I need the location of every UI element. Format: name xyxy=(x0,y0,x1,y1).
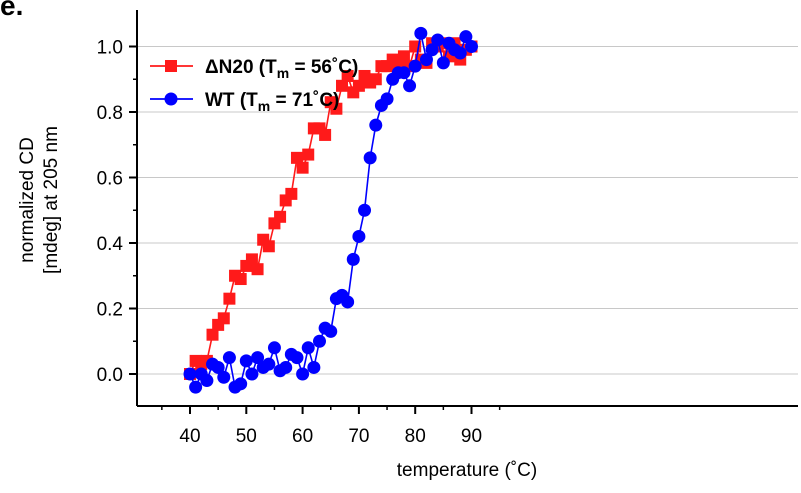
y-axis-label-line2: [mdeg] at 205 nm xyxy=(41,126,62,274)
ticks: 0.0 0.2 0.4 0.6 0.8 1.0 40 50 60 70 80 90 xyxy=(97,38,501,447)
data-point-circle xyxy=(279,360,293,374)
y-tick-label: 0.8 xyxy=(97,103,123,124)
data-point-circle xyxy=(459,30,473,44)
panel-label: e. xyxy=(0,0,24,21)
legend-label: WT (Tm = 71˚C) xyxy=(205,90,339,114)
legend-marker-circle xyxy=(164,92,178,106)
data-point-circle xyxy=(251,351,265,365)
data-point-square xyxy=(223,292,236,305)
data-point-circle xyxy=(341,295,355,309)
data-point-circle xyxy=(403,79,417,93)
data-point-circle xyxy=(436,56,450,70)
legend-tm-subscript: m xyxy=(277,65,289,81)
legend-label: ΔN20 (Tm = 56˚C) xyxy=(205,57,358,81)
data-point-circle xyxy=(414,26,428,40)
series-layer xyxy=(183,26,478,394)
data-point-circle xyxy=(408,59,422,73)
data-point-circle xyxy=(369,118,383,132)
data-point-circle xyxy=(324,324,338,338)
x-axis-label: temperature (˚C) xyxy=(397,460,537,481)
data-point-square xyxy=(234,273,247,286)
data-point-square xyxy=(336,79,349,92)
data-point-circle xyxy=(425,43,439,57)
legend-marker-square xyxy=(165,60,177,72)
series-wt xyxy=(183,26,478,394)
legend-tm-prefix: (T xyxy=(240,90,258,111)
data-point-circle xyxy=(301,341,315,355)
x-tick-label: 80 xyxy=(405,426,426,447)
data-point-circle xyxy=(267,341,281,355)
legend-tm-value: = 56˚C) xyxy=(289,57,358,78)
data-point-circle xyxy=(245,367,259,381)
data-point-circle xyxy=(453,46,467,60)
data-point-square xyxy=(217,312,230,325)
y-axis-label-line1: normalized CD xyxy=(17,137,38,263)
data-point-circle xyxy=(419,53,433,67)
data-point-square xyxy=(296,161,309,174)
data-point-square xyxy=(245,253,258,266)
y-tick-label: 1.0 xyxy=(97,38,123,59)
data-point-square xyxy=(274,210,287,223)
data-point-circle xyxy=(312,334,326,348)
data-point-circle xyxy=(363,151,377,165)
data-point-square xyxy=(262,240,275,253)
data-point-circle xyxy=(380,92,394,106)
data-point-circle xyxy=(189,380,203,394)
data-point-circle xyxy=(234,377,248,391)
x-tick-label: 50 xyxy=(236,426,257,447)
data-point-square xyxy=(352,79,365,92)
data-point-circle xyxy=(296,367,310,381)
y-tick-label: 0.0 xyxy=(97,365,123,386)
legend-series-name: WT xyxy=(205,90,240,111)
legend-entry-dn20: ΔN20 (Tm = 56˚C) xyxy=(150,57,358,81)
x-tick-label: 40 xyxy=(179,426,200,447)
data-point-circle xyxy=(211,360,225,374)
data-point-circle xyxy=(262,357,276,371)
data-point-circle xyxy=(183,367,197,381)
data-point-circle xyxy=(290,351,304,365)
data-point-square xyxy=(369,73,382,86)
data-point-circle xyxy=(397,66,411,80)
data-point-square xyxy=(251,263,264,276)
data-point-square xyxy=(319,128,332,141)
data-point-square xyxy=(330,102,343,115)
data-point-circle xyxy=(239,354,253,368)
data-point-circle xyxy=(358,203,372,217)
data-point-square xyxy=(285,187,298,200)
data-point-circle xyxy=(352,229,366,243)
x-tick-label: 90 xyxy=(461,426,482,447)
data-point-circle xyxy=(431,33,445,47)
data-point-square xyxy=(290,151,303,164)
data-point-square xyxy=(206,328,219,341)
data-point-square xyxy=(302,148,315,161)
data-point-circle xyxy=(465,40,478,53)
data-point-circle xyxy=(307,360,321,374)
legend-tm-subscript: m xyxy=(258,98,270,114)
legend: ΔN20 (Tm = 56˚C)WT (Tm = 71˚C) xyxy=(150,57,358,114)
legend-tm-prefix: (T xyxy=(259,57,277,78)
legend-tm-value: = 71˚C) xyxy=(270,90,339,111)
y-tick-label: 0.4 xyxy=(97,234,124,255)
legend-entry-wt: WT (Tm = 71˚C) xyxy=(150,90,339,114)
data-point-circle xyxy=(200,374,214,388)
data-point-circle xyxy=(217,370,231,384)
y-tick-label: 0.6 xyxy=(97,169,123,190)
data-point-square xyxy=(341,69,354,82)
x-tick-label: 70 xyxy=(348,426,369,447)
x-tick-label: 60 xyxy=(292,426,313,447)
legend-series-name: ΔN20 xyxy=(205,57,259,78)
data-point-circle xyxy=(346,252,360,266)
y-tick-label: 0.2 xyxy=(97,300,123,321)
data-point-circle xyxy=(222,351,236,365)
data-point-square xyxy=(397,50,410,63)
